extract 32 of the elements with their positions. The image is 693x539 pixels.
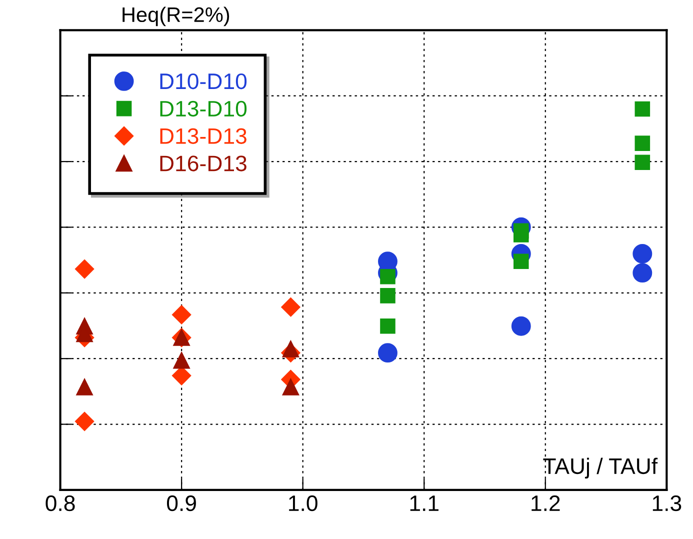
point bbox=[380, 318, 396, 334]
x-axis-title: TAUj / TAUf bbox=[543, 458, 658, 478]
x-tick-label: 1.3 bbox=[652, 495, 682, 512]
point bbox=[632, 244, 652, 264]
x-tick-label: 0.8 bbox=[46, 495, 75, 512]
legend-label: D13-D10 bbox=[160, 100, 247, 117]
x-tick-label: 1.1 bbox=[410, 496, 438, 511]
point bbox=[380, 269, 396, 284]
point bbox=[76, 378, 93, 396]
point bbox=[632, 263, 652, 283]
point bbox=[378, 343, 398, 363]
point bbox=[282, 378, 300, 396]
x-tick-label: 1.2 bbox=[532, 495, 560, 511]
point bbox=[511, 316, 531, 336]
x-tick-label: 0.9 bbox=[166, 495, 196, 512]
legend-label: D10-D10 bbox=[160, 73, 247, 90]
point bbox=[75, 259, 94, 279]
point bbox=[513, 227, 529, 242]
point bbox=[634, 136, 650, 151]
point bbox=[634, 101, 650, 117]
point bbox=[281, 298, 300, 317]
point bbox=[172, 305, 192, 324]
point bbox=[173, 352, 190, 369]
point bbox=[513, 254, 529, 270]
x-tick-label: 1.0 bbox=[289, 495, 318, 512]
legend-label: D13-D13 bbox=[160, 128, 246, 144]
point bbox=[282, 340, 300, 358]
chart-title: Heq(R=2%) bbox=[122, 6, 230, 26]
point bbox=[634, 154, 650, 170]
legend-label: D16-D13 bbox=[160, 156, 246, 172]
point bbox=[75, 412, 94, 431]
point bbox=[380, 288, 396, 304]
